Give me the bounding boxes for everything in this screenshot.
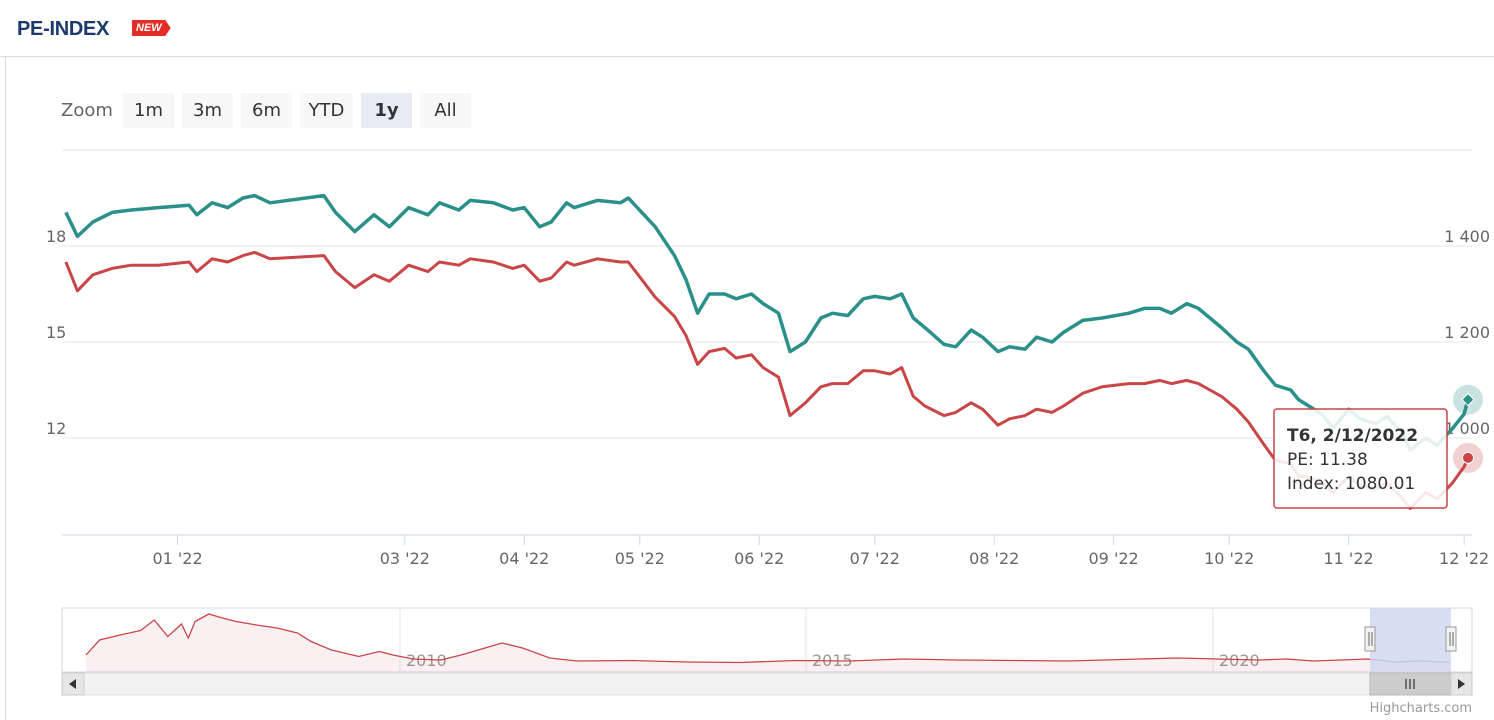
x-tick-label: 01 '22 xyxy=(152,549,202,568)
zoom-ytd-button[interactable]: YTD xyxy=(300,93,353,128)
navigator-year-label: 2010 xyxy=(406,651,447,670)
y-left-tick-label: 15 xyxy=(46,323,66,342)
hover-markers xyxy=(1453,384,1483,473)
page-title: PE-INDEX xyxy=(17,18,110,40)
navigator-area xyxy=(86,614,1450,672)
x-axis-ticks: 01 '22 03 '22 04 '22 05 '22 06 '22 07 '22 08 '… xyxy=(152,535,1489,568)
tooltip-box xyxy=(1273,408,1448,509)
scrollbar-thumb[interactable] xyxy=(1369,672,1452,696)
y-right-tick-label: 1 200 xyxy=(1444,323,1490,342)
tooltip-title: T6, 2/12/2022 xyxy=(1287,426,1418,446)
navigator-year-label: 2020 xyxy=(1219,651,1260,670)
y-left-tick-label: 18 xyxy=(46,227,66,246)
x-tick-label: 11 '22 xyxy=(1323,549,1373,568)
x-tick-label: 06 '22 xyxy=(734,549,784,568)
navigator-right-handle[interactable] xyxy=(1445,626,1457,652)
scroll-right-button[interactable] xyxy=(1450,672,1473,696)
scroll-right-arrow-icon xyxy=(1458,679,1465,689)
navigator[interactable]: 2010 2015 2020 xyxy=(61,607,1473,673)
x-tick-label: 03 '22 xyxy=(380,549,430,568)
pe-series-line xyxy=(64,250,1470,510)
x-tick-label: 12 '22 xyxy=(1439,549,1489,568)
navigator-selection[interactable] xyxy=(1370,608,1451,672)
index-hover-marker xyxy=(1461,392,1475,407)
zoom-all-button[interactable]: All xyxy=(420,93,471,128)
credits-link[interactable]: Highcharts.com xyxy=(1370,701,1472,716)
zoom-1m-button[interactable]: 1m xyxy=(123,93,174,128)
tooltip-index: Index: 1080.01 xyxy=(1287,474,1415,494)
scroll-left-button[interactable] xyxy=(61,672,85,696)
y-left-tick-label: 12 xyxy=(46,419,66,438)
scroll-left-arrow-icon xyxy=(69,679,76,689)
navigator-line xyxy=(85,613,1451,664)
x-tick-label: 05 '22 xyxy=(615,549,665,568)
x-tick-label: 10 '22 xyxy=(1204,549,1254,568)
x-tick-label: 07 '22 xyxy=(850,549,900,568)
pe-hover-marker xyxy=(1462,451,1474,464)
tooltip: T6, 2/12/2022 PE: 11.38 Index: 1080.01 xyxy=(1273,408,1448,509)
y-right-tick-label: 1 400 xyxy=(1444,227,1490,246)
x-tick-label: 04 '22 xyxy=(499,549,549,568)
index-series-line xyxy=(64,193,1470,452)
x-tick-label: 09 '22 xyxy=(1089,549,1139,568)
zoom-label: Zoom xyxy=(61,100,113,121)
scrollbar[interactable] xyxy=(61,672,1473,696)
tooltip-pe: PE: 11.38 xyxy=(1287,450,1368,470)
zoom-6m-button[interactable]: 6m xyxy=(241,93,292,128)
new-badge: NEW xyxy=(132,20,171,36)
navigator-left-handle[interactable] xyxy=(1364,626,1376,652)
zoom-3m-button[interactable]: 3m xyxy=(182,93,233,128)
scrollbar-track[interactable] xyxy=(61,672,1473,696)
header-bar: PE-INDEX NEW xyxy=(0,0,1494,57)
zoom-1y-button[interactable]: 1y xyxy=(361,93,412,128)
chart-panel xyxy=(5,57,1494,720)
x-tick-label: 08 '22 xyxy=(969,549,1019,568)
grid-lines xyxy=(62,149,1472,439)
